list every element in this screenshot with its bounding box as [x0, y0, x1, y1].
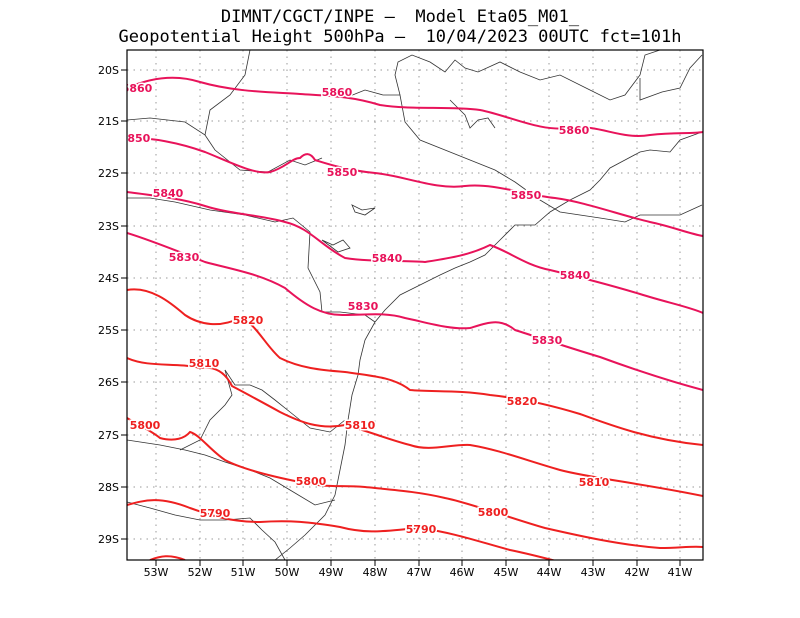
- state-border-ms-pr: [127, 197, 323, 313]
- lat-label: 20S: [98, 64, 119, 77]
- contour-line: [127, 191, 703, 314]
- lon-label: 44W: [537, 566, 562, 579]
- contour-label: 5850: [120, 132, 151, 145]
- lat-label: 21S: [98, 115, 119, 128]
- contour-label: 5800: [130, 419, 161, 432]
- contour-label: 5810: [345, 419, 376, 432]
- lon-label: 53W: [144, 566, 169, 579]
- contour-label: 5820: [507, 395, 538, 408]
- lat-lon-grid: [121, 50, 703, 566]
- map-title-line1: DIMNT/CGCT/INPE – Model Eta05_M01_: [220, 7, 580, 27]
- coastline: [274, 131, 703, 560]
- contour-line: [127, 357, 703, 497]
- contour-label: 5850: [327, 166, 358, 179]
- political-borders: [127, 50, 703, 560]
- lat-label: 27S: [98, 429, 119, 442]
- state-border-mg-rj: [394, 50, 661, 101]
- contour-line: [127, 232, 703, 391]
- lon-label: 52W: [188, 566, 213, 579]
- lon-label: 48W: [363, 566, 388, 579]
- lake-furnas: [351, 204, 376, 216]
- lat-label: 28S: [98, 481, 119, 494]
- contour-label: 5820: [233, 314, 264, 327]
- map-title-line2: Geopotential Height 500hPa – 10/04/2023 …: [118, 27, 682, 47]
- contour-label: 5840: [560, 269, 591, 282]
- contour-label: 5810: [579, 476, 610, 489]
- state-border-sp-mg: [344, 89, 703, 223]
- lat-label: 24S: [98, 272, 119, 285]
- lon-label: 47W: [407, 566, 432, 579]
- contour-line: [149, 555, 186, 560]
- contour-line: [127, 499, 557, 560]
- contour-lines: [127, 76, 703, 560]
- contour-label: 5840: [372, 252, 403, 265]
- state-border-sc-rs: [127, 439, 336, 506]
- contour-label: 5850: [511, 189, 542, 202]
- lon-label: 46W: [450, 566, 475, 579]
- lon-label: 41W: [668, 566, 693, 579]
- lake-itaipu: [321, 239, 351, 253]
- lat-label: 26S: [98, 376, 119, 389]
- contour-label: 5790: [406, 523, 437, 536]
- contour-line: [127, 136, 703, 237]
- longitude-labels: 53W 52W 51W 50W 49W 48W 47W 46W 45W 44W 43W 42W 41W: [144, 566, 693, 579]
- contour-label: 5830: [348, 300, 379, 313]
- border-paraguay: [179, 369, 233, 451]
- state-border-mg-sp: [204, 134, 323, 173]
- border-uruguay: [127, 501, 286, 560]
- contour-label: 5830: [169, 251, 200, 264]
- contour-line: [127, 417, 703, 550]
- contour-label: 5800: [478, 506, 509, 519]
- lon-label: 43W: [581, 566, 606, 579]
- contour-label: 5860: [322, 86, 353, 99]
- lon-label: 51W: [231, 566, 256, 579]
- lat-label: 25S: [98, 324, 119, 337]
- lon-label: 45W: [494, 566, 519, 579]
- map-frame: [126, 49, 704, 561]
- contour-labels: 5860 5860 5860 5850 5850 5850 5840 5840 5840 5830…: [120, 81, 611, 538]
- ilha-sao-sebastiao: [449, 99, 496, 129]
- contour-label: 5860: [122, 82, 153, 95]
- latitude-labels: 20S 21S 22S 23S 24S 25S 26S 27S 28S 29S: [98, 64, 119, 546]
- lon-label: 42W: [625, 566, 650, 579]
- lon-label: 50W: [275, 566, 300, 579]
- contour-label: 5800: [296, 475, 327, 488]
- contour-label: 5840: [153, 187, 184, 200]
- lat-label: 23S: [98, 220, 119, 233]
- contour-label: 5830: [532, 334, 563, 347]
- state-border-es: [639, 54, 703, 101]
- contour-line: [127, 288, 703, 446]
- contour-label: 5790: [200, 507, 231, 520]
- contour-line: [127, 76, 703, 137]
- contour-label: 5810: [189, 357, 220, 370]
- border-argentina: [224, 369, 346, 433]
- state-border-north: [127, 50, 251, 136]
- lon-label: 49W: [319, 566, 344, 579]
- contour-label: 5860: [559, 124, 590, 137]
- lat-label: 22S: [98, 167, 119, 180]
- state-border-pr-sc: [322, 311, 376, 323]
- lat-label: 29S: [98, 533, 119, 546]
